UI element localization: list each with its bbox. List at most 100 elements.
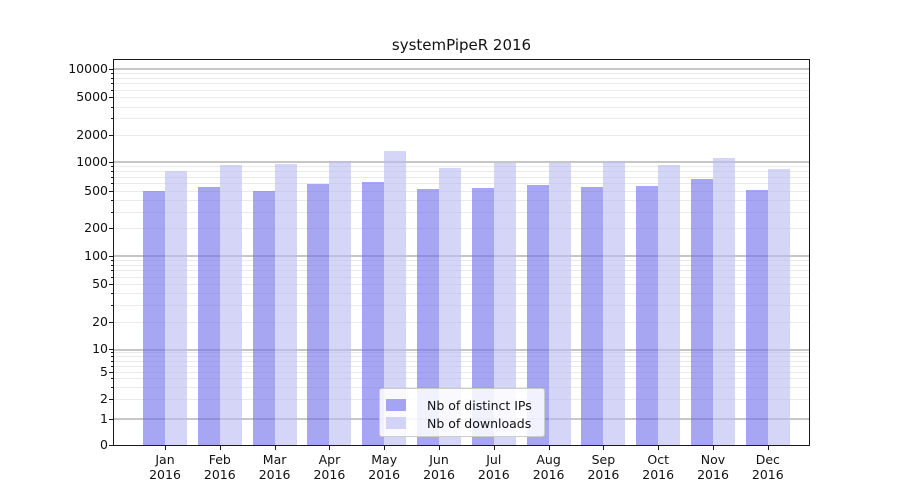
bar-downloads-apr bbox=[329, 161, 352, 446]
gridline-minor bbox=[113, 89, 810, 91]
bar-downloads-oct bbox=[658, 164, 681, 446]
y-tick-mark bbox=[109, 418, 113, 420]
bar-distinct-ips-sep bbox=[581, 187, 604, 446]
gridline-major bbox=[113, 161, 810, 164]
y-minor-tick-mark bbox=[111, 89, 113, 91]
gridline-minor bbox=[113, 118, 810, 120]
y-minor-tick-mark bbox=[111, 360, 113, 362]
y-tick-mark bbox=[109, 445, 113, 446]
y-minor-tick-mark bbox=[111, 293, 113, 295]
top-spine bbox=[113, 59, 810, 60]
y-minor-tick-mark bbox=[111, 106, 113, 108]
x-tick-mark bbox=[658, 446, 660, 450]
gridline-minor bbox=[113, 371, 810, 373]
y-minor-tick-mark bbox=[111, 378, 113, 380]
bar-downloads-feb bbox=[219, 165, 242, 446]
legend-label: Nb of distinct IPs bbox=[427, 397, 532, 413]
gridline-minor bbox=[113, 293, 810, 295]
bar-distinct-ips-nov bbox=[691, 178, 713, 446]
x-tick-mark bbox=[493, 446, 495, 450]
gridline-minor bbox=[113, 386, 810, 388]
bar-distinct-ips-aug bbox=[526, 184, 549, 446]
y-tick-mark bbox=[109, 190, 113, 192]
y-tick-mark bbox=[109, 371, 113, 373]
y-tick-label: 10 bbox=[92, 341, 108, 356]
gridline-minor bbox=[113, 378, 810, 380]
y-tick-mark bbox=[109, 161, 113, 163]
y-minor-tick-mark bbox=[111, 176, 113, 178]
bar-downloads-mar bbox=[274, 164, 297, 446]
y-tick-label: 2 bbox=[100, 390, 108, 406]
gridline-minor bbox=[113, 83, 810, 85]
bar-downloads-dec bbox=[767, 169, 790, 446]
y-minor-tick-mark bbox=[111, 264, 113, 266]
x-tick-mark bbox=[384, 446, 386, 450]
legend-row: Nb of downloads bbox=[386, 414, 531, 432]
y-minor-tick-mark bbox=[111, 183, 113, 185]
y-tick-label: 0 bbox=[100, 437, 108, 452]
gridline-minor bbox=[113, 72, 810, 74]
x-tick-mark bbox=[274, 446, 276, 450]
gridline-minor bbox=[113, 106, 810, 108]
gridline-minor bbox=[113, 284, 810, 285]
gridline-minor bbox=[113, 270, 810, 272]
gridline-minor bbox=[113, 77, 810, 79]
y-minor-tick-mark bbox=[111, 352, 113, 354]
gridline-minor bbox=[113, 360, 810, 362]
bar-downloads-sep bbox=[603, 161, 626, 446]
x-tick-label-sep: Sep 2016 bbox=[587, 452, 620, 482]
x-tick-mark bbox=[219, 446, 221, 450]
legend-label: Nb of downloads bbox=[427, 415, 532, 431]
bar-distinct-ips-feb bbox=[197, 186, 220, 446]
bar-distinct-ips-mar bbox=[252, 191, 275, 446]
gridline-minor bbox=[113, 305, 810, 306]
bar-distinct-ips-jan bbox=[143, 190, 165, 446]
y-tick-label: 500 bbox=[84, 182, 108, 198]
bar-downloads-jul bbox=[493, 163, 516, 446]
y-minor-tick-mark bbox=[111, 171, 113, 172]
y-tick-label: 2000 bbox=[76, 127, 108, 142]
y-tick-label: 200 bbox=[84, 220, 108, 235]
gridline-minor bbox=[113, 211, 810, 213]
x-tick-mark bbox=[603, 446, 605, 450]
y-minor-tick-mark bbox=[111, 356, 113, 358]
x-tick-mark bbox=[548, 446, 550, 450]
gridline-minor bbox=[113, 352, 810, 354]
legend-row: Nb of distinct IPs bbox=[386, 396, 532, 414]
bar-distinct-ips-oct bbox=[636, 185, 659, 446]
x-tick-label-mar: Mar 2016 bbox=[258, 452, 291, 482]
y-minor-tick-mark bbox=[111, 72, 113, 74]
gridline-minor bbox=[113, 276, 810, 278]
bar-distinct-ips-jun bbox=[417, 189, 439, 446]
legend-swatch-downloads bbox=[386, 417, 406, 429]
x-tick-label-dec: Dec 2016 bbox=[751, 452, 784, 482]
y-tick-label: 10000 bbox=[68, 60, 108, 76]
y-tick-label: 100 bbox=[84, 247, 108, 263]
y-tick-mark bbox=[109, 135, 113, 136]
bar-downloads-jan bbox=[165, 170, 187, 446]
y-minor-tick-mark bbox=[111, 199, 113, 201]
y-tick-mark bbox=[109, 68, 113, 70]
gridline-minor bbox=[113, 264, 810, 266]
y-tick-mark bbox=[109, 349, 113, 350]
gridline-minor bbox=[113, 190, 810, 192]
y-minor-tick-mark bbox=[111, 386, 113, 388]
gridline-major bbox=[113, 348, 810, 351]
y-minor-tick-mark bbox=[111, 276, 113, 278]
x-tick-mark bbox=[713, 446, 714, 450]
x-tick-label-aug: Aug 2016 bbox=[532, 452, 565, 482]
y-minor-tick-mark bbox=[111, 260, 113, 261]
x-tick-label-oct: Oct 2016 bbox=[642, 452, 675, 482]
y-minor-tick-mark bbox=[111, 166, 113, 168]
y-tick-mark bbox=[109, 97, 113, 99]
x-tick-label-apr: Apr 2016 bbox=[313, 452, 346, 482]
x-tick-label-jan: Jan 2016 bbox=[149, 452, 181, 482]
bar-downloads-may bbox=[384, 151, 407, 446]
gridline-major bbox=[113, 68, 810, 70]
x-tick-label-jul: Jul 2016 bbox=[477, 452, 510, 482]
gridline-major bbox=[113, 255, 810, 258]
y-minor-tick-mark bbox=[111, 211, 113, 213]
gridline-minor bbox=[113, 176, 810, 178]
y-minor-tick-mark bbox=[111, 83, 113, 85]
